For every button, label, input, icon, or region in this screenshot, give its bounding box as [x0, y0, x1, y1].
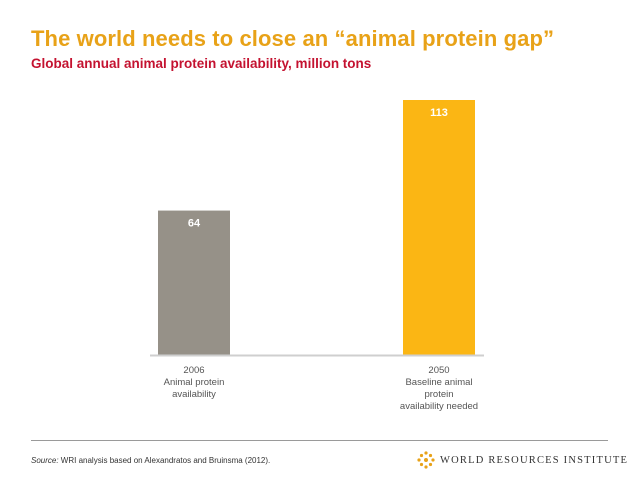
bar-2050 — [403, 100, 475, 355]
chart-subtitle: Global annual animal protein availabilit… — [31, 56, 372, 71]
slide-title: The world needs to close an “animal prot… — [31, 26, 555, 51]
category-label-2006-line-2: Animal protein — [164, 377, 225, 388]
source-text: WRI analysis based on Alexandratos and B… — [58, 456, 271, 465]
wri-logo: WORLD RESOURCES INSTITUTE — [417, 450, 628, 470]
category-label-2006-line-3: availability — [172, 389, 216, 400]
data-label-2006: 64 — [188, 218, 201, 230]
category-label-2006-line-1: 2006 — [183, 365, 204, 376]
bar-2006 — [158, 210, 230, 355]
footer-divider — [31, 440, 608, 441]
wri-logo-icon — [417, 451, 435, 469]
category-label-2050-line-3: protein — [424, 389, 453, 400]
wri-logo-text: WORLD RESOURCES INSTITUTE — [440, 454, 629, 466]
data-label-2050: 113 — [430, 107, 448, 119]
bars-group — [158, 100, 475, 355]
category-label-2050-line-4: availability needed — [400, 401, 478, 412]
source-label: Source: — [31, 456, 59, 465]
source-note: Source: WRI analysis based on Alexandrat… — [31, 456, 270, 465]
category-label-2050-line-1: 2050 — [428, 365, 449, 376]
category-label-2050-line-2: Baseline animal — [405, 377, 472, 388]
